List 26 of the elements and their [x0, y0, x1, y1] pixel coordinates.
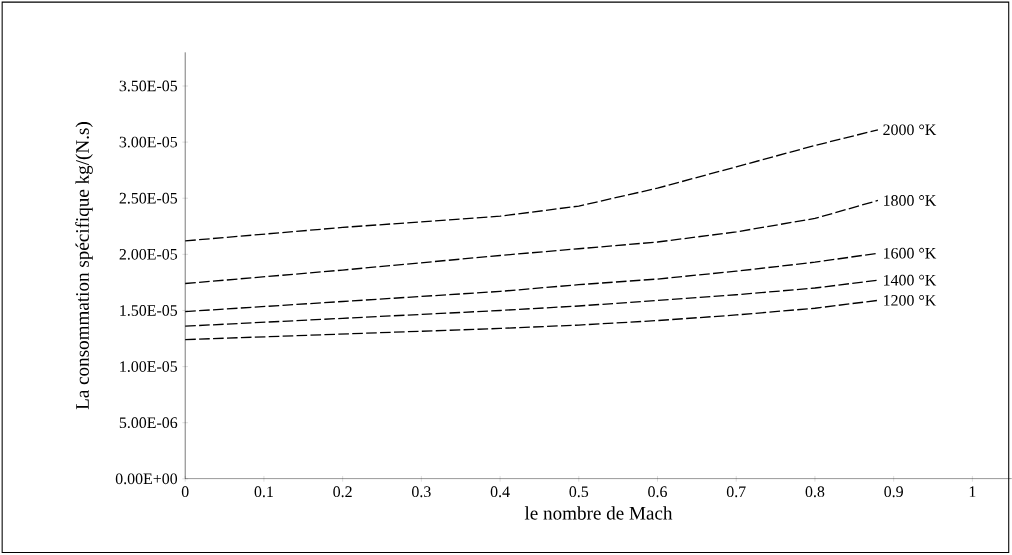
x-tick-label: 0.2: [333, 486, 352, 498]
y-axis-title: La consommation spécifique kg/(N.s): [75, 122, 93, 410]
y-tick-label: 5.00E-06: [119, 417, 178, 429]
y-tick-label: 1.00E-05: [120, 361, 178, 373]
x-tick-label: 0.9: [884, 486, 903, 498]
y-tick-label: 1.50E-05: [120, 305, 178, 317]
x-tick-label: 0: [181, 486, 189, 498]
x-tick-label: 1: [969, 486, 976, 498]
series-label: 1200 °K: [884, 295, 937, 306]
x-tick-label: 0.3: [412, 486, 431, 498]
x-tick-label: 0.7: [726, 486, 746, 498]
x-tick-label: 0.4: [490, 486, 510, 498]
series-label: 2000 °K: [883, 124, 937, 136]
y-tick-label: 2.00E-05: [119, 249, 178, 260]
y-tick-label: 3.50E-05: [119, 80, 178, 92]
series-label: 1800 °K: [884, 195, 937, 207]
series-label: 1400 °K: [884, 275, 937, 286]
series-label: 1600 °K: [884, 248, 937, 259]
y-tick-label: 3.00E-05: [119, 136, 178, 148]
x-tick-label: 0.6: [648, 486, 667, 498]
y-tick-label: 2.50E-05: [119, 193, 178, 204]
y-tick-label: 0.00E+00: [115, 473, 178, 485]
x-tick-label: 0.8: [805, 486, 825, 498]
x-axis-title: le nombre de Mach: [524, 506, 673, 520]
x-tick-label: 0.5: [569, 486, 589, 498]
x-tick-label: 0.1: [254, 486, 273, 498]
